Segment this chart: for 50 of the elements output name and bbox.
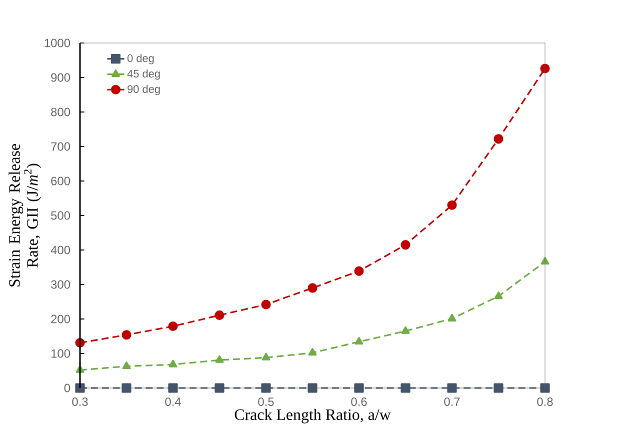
y-tick-label: 900	[51, 73, 70, 82]
y-tick-label: 400	[50, 246, 70, 254]
point	[122, 383, 132, 393]
point	[447, 200, 457, 210]
point	[400, 240, 410, 250]
point	[122, 330, 132, 340]
legend-label: 0 deg	[127, 54, 154, 64]
point	[354, 383, 364, 393]
point	[214, 310, 224, 320]
point	[448, 314, 456, 322]
point	[401, 326, 410, 334]
x-axis-title: Crack Length Ratio, a/w	[234, 408, 391, 424]
point	[447, 383, 457, 393]
y-tick-label: 0	[64, 384, 70, 392]
point	[168, 360, 178, 368]
point	[214, 383, 224, 393]
point	[354, 266, 364, 276]
point	[262, 352, 270, 360]
legend-label: 45 deg	[127, 69, 160, 80]
y-tick-label: 300	[51, 280, 70, 289]
point	[215, 355, 224, 363]
point	[494, 134, 504, 144]
point	[261, 300, 271, 310]
point	[308, 383, 318, 393]
y-tick-label: 500	[51, 211, 70, 220]
x-tick-label: 0.6	[351, 398, 367, 406]
y-tick-label: 600	[51, 176, 70, 186]
point	[494, 291, 503, 300]
y-tick-label: 800	[51, 108, 70, 116]
x-tick-label: 0.4	[165, 398, 181, 406]
point	[308, 283, 318, 293]
y-tick-label: 1000	[44, 38, 70, 48]
y-tick-label: 100	[51, 349, 70, 358]
point	[354, 336, 364, 345]
y-tick-label: 700	[51, 142, 70, 151]
point	[75, 383, 85, 393]
point	[168, 321, 178, 332]
legend-label: 90 deg	[128, 84, 160, 96]
x-tick-label: 0.5	[258, 398, 274, 406]
point	[308, 348, 317, 356]
x-tick-label: 0.3	[72, 398, 88, 406]
y-tick-label: 200	[51, 314, 70, 324]
point	[540, 383, 550, 393]
point	[261, 383, 271, 393]
point	[122, 361, 131, 370]
point	[168, 383, 178, 393]
x-tick-label: 0.7	[444, 398, 460, 406]
point	[400, 383, 410, 393]
point	[494, 383, 504, 393]
x-tick-label: 0.8	[537, 398, 553, 406]
